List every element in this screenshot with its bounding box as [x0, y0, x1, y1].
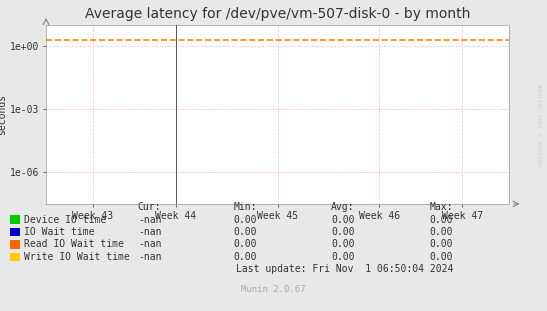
Text: 0.00: 0.00 [234, 252, 257, 262]
Text: -nan: -nan [138, 227, 161, 237]
Text: 0.00: 0.00 [234, 239, 257, 249]
Text: Min:: Min: [234, 202, 257, 212]
Text: -nan: -nan [138, 215, 161, 225]
Text: Last update: Fri Nov  1 06:50:04 2024: Last update: Fri Nov 1 06:50:04 2024 [236, 264, 453, 274]
Text: 0.00: 0.00 [331, 215, 354, 225]
Text: 0.00: 0.00 [331, 227, 354, 237]
Text: Avg:: Avg: [331, 202, 354, 212]
Text: 0.00: 0.00 [429, 239, 453, 249]
Text: -nan: -nan [138, 239, 161, 249]
Text: 0.00: 0.00 [331, 252, 354, 262]
Y-axis label: seconds: seconds [0, 94, 7, 135]
Text: 0.00: 0.00 [429, 215, 453, 225]
Text: -nan: -nan [138, 252, 161, 262]
Text: 0.00: 0.00 [234, 227, 257, 237]
Text: Device IO time: Device IO time [24, 215, 106, 225]
Text: 0.00: 0.00 [429, 252, 453, 262]
Title: Average latency for /dev/pve/vm-507-disk-0 - by month: Average latency for /dev/pve/vm-507-disk… [85, 7, 470, 21]
Text: 0.00: 0.00 [234, 215, 257, 225]
Text: Write IO Wait time: Write IO Wait time [24, 252, 129, 262]
Text: RRDTOOL / TOBI OETIKER: RRDTOOL / TOBI OETIKER [538, 83, 543, 166]
Text: 0.00: 0.00 [331, 239, 354, 249]
Text: Munin 2.0.67: Munin 2.0.67 [241, 285, 306, 294]
Text: Read IO Wait time: Read IO Wait time [24, 239, 124, 249]
Text: IO Wait time: IO Wait time [24, 227, 94, 237]
Text: 0.00: 0.00 [429, 227, 453, 237]
Text: Max:: Max: [429, 202, 453, 212]
Text: Cur:: Cur: [138, 202, 161, 212]
